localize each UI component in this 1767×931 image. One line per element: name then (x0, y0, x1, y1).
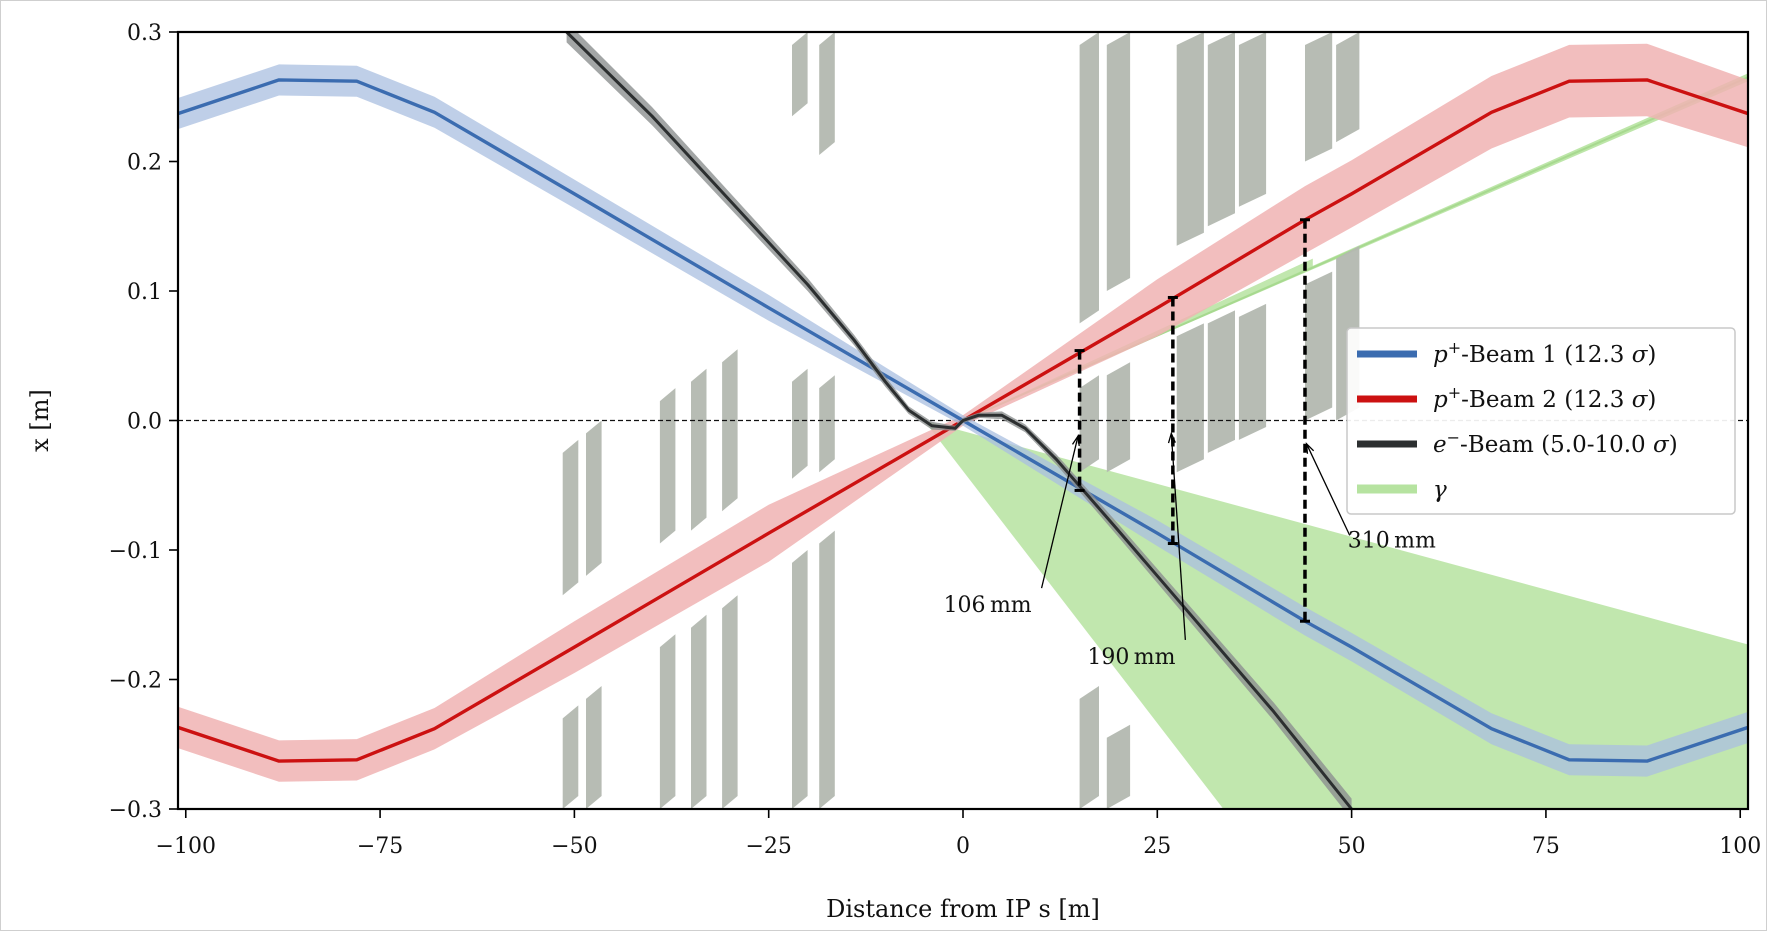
magnet-element-27 (1238, 303, 1267, 440)
magnet-element-0 (562, 439, 579, 596)
magnet-element-3 (586, 686, 602, 809)
magnet-element-18 (1079, 375, 1099, 473)
aperture-label-0: 106 mm (944, 593, 1032, 618)
aperture-marker-0 (1074, 349, 1085, 492)
aperture-marker-1 (1167, 295, 1178, 546)
magnet-element-5 (691, 368, 707, 531)
x-tick-label-0: −100 (156, 834, 216, 859)
magnet-element-24 (1238, 32, 1267, 207)
magnet-element-14 (792, 32, 808, 117)
magnet-element-1 (586, 420, 602, 576)
magnet-element-28 (1305, 32, 1333, 162)
legend-label-1: p+-Beam 2 (12.3 σ) (1433, 383, 1656, 414)
aperture-marker-2 (1299, 218, 1310, 623)
magnet-element-2 (562, 705, 579, 809)
y-tick-label-3: 0.0 (127, 410, 162, 435)
x-tick-label-1: −75 (357, 834, 403, 859)
y-tick-label-2: 0.1 (127, 280, 162, 305)
y-tick-label-0: 0.3 (127, 21, 162, 46)
magnet-element-10 (792, 368, 808, 479)
beam-line-2 (178, 78, 1748, 763)
magnet-element-4 (659, 388, 676, 544)
y-tick-label-5: −0.2 (109, 669, 162, 694)
magnet-element-20 (1079, 686, 1099, 809)
aperture-pointer-head-2 (1305, 442, 1315, 454)
magnet-element-7 (659, 634, 676, 809)
magnet-element-11 (819, 375, 835, 473)
magnet-element-19 (1106, 362, 1131, 473)
magnet-element-16 (1079, 32, 1099, 324)
legend-label-3: γ (1433, 477, 1447, 503)
magnet-element-13 (819, 530, 835, 809)
magnet-element-21 (1106, 724, 1131, 809)
aperture-pointer-head-0 (1071, 434, 1080, 447)
magnet-element-26 (1207, 310, 1235, 453)
x-tick-label-7: 75 (1532, 834, 1560, 859)
magnet-element-15 (819, 32, 835, 155)
legend: p+-Beam 1 (12.3 σ) p+-Beam 2 (12.3 σ) e−-B… (1346, 327, 1736, 515)
y-axis-label: x [m] (26, 389, 54, 452)
x-tick-label-3: −25 (745, 834, 791, 859)
legend-label-0: p+-Beam 1 (12.3 σ) (1433, 338, 1656, 369)
magnet-element-25 (1176, 323, 1204, 473)
x-tick-label-6: 50 (1338, 834, 1366, 859)
y-tick-label-1: 0.2 (127, 151, 162, 176)
electron-beam-line (565, 32, 1353, 809)
aperture-label-2: 310 mm (1348, 528, 1436, 553)
magnet-element-22 (1176, 32, 1204, 246)
magnet-element-8 (691, 614, 707, 809)
magnet-element-23 (1207, 32, 1235, 227)
aperture-pointer-1 (1170, 433, 1187, 641)
beam-line-1 (178, 78, 1748, 763)
x-axis-label: Distance from IP s [m] (826, 895, 1100, 923)
x-tick-label-2: −50 (551, 834, 597, 859)
legend-label-2: e−-Beam (5.0-10.0 σ) (1433, 428, 1678, 459)
y-tick-label-6: −0.3 (109, 798, 162, 823)
aperture-label-1: 190 mm (1087, 645, 1175, 670)
magnet-element-30 (1305, 271, 1333, 421)
aperture-pointer-head-1 (1167, 431, 1176, 444)
x-tick-label-8: 100 (1719, 834, 1761, 859)
x-tick-label-4: 0 (956, 834, 970, 859)
magnet-element-6 (722, 349, 738, 512)
aperture-pointer-2 (1305, 443, 1351, 536)
legend-box (1346, 327, 1736, 515)
x-tick-label-5: 25 (1143, 834, 1171, 859)
magnet-element-29 (1336, 32, 1360, 143)
magnet-element-9 (722, 595, 738, 809)
magnet-element-17 (1106, 32, 1131, 291)
aperture-pointer-0 (1040, 435, 1079, 589)
y-tick-label-4: −0.1 (109, 539, 162, 564)
magnet-element-12 (792, 550, 808, 809)
